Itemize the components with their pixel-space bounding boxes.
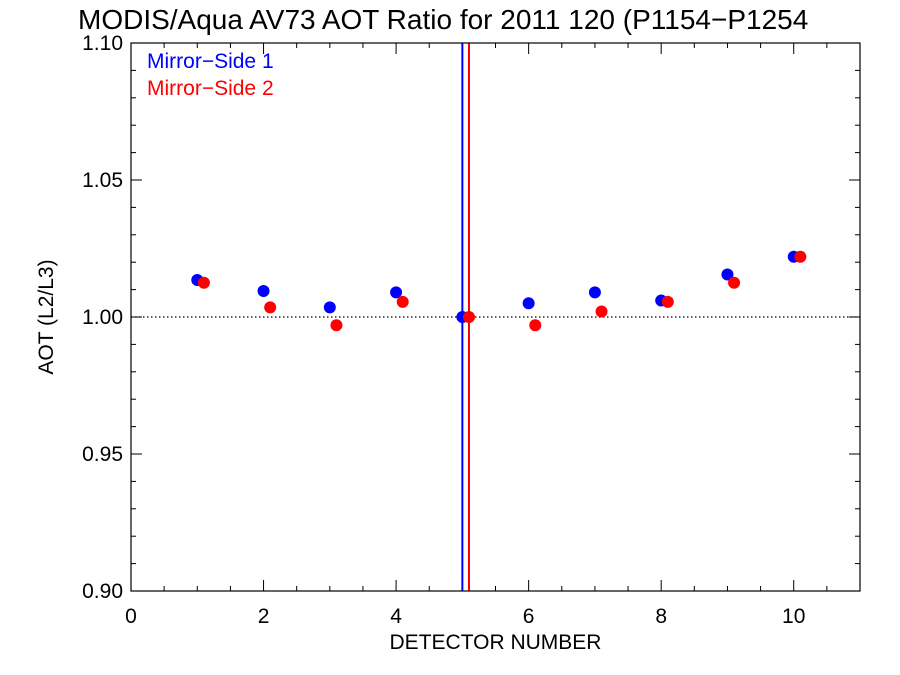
legend-entry: Mirror−Side 1: [147, 50, 274, 73]
data-points: [191, 250, 807, 332]
y-tick-label: 0.90: [82, 580, 123, 603]
data-point: [462, 311, 475, 323]
data-point: [661, 295, 674, 308]
data-point: [323, 301, 336, 314]
x-tick-label: 8: [655, 605, 667, 628]
reference-lines: [131, 43, 860, 591]
data-point: [728, 276, 741, 289]
tick-labels: 0 2 4 6 8 10 0.90 0.95 1.00 1.05 1.10: [82, 32, 805, 628]
legend-entry: Mirror−Side 2: [147, 77, 274, 100]
legend: Mirror−Side 1 Mirror−Side 2: [147, 50, 274, 100]
data-point: [529, 319, 542, 332]
data-point: [330, 319, 343, 332]
x-tick-label: 6: [523, 605, 535, 628]
x-tick-label: 0: [125, 605, 137, 628]
data-point: [396, 295, 409, 308]
data-point: [390, 286, 403, 299]
data-point: [794, 250, 807, 263]
data-point: [522, 297, 535, 310]
x-tick-label: 10: [782, 605, 805, 628]
chart-title: MODIS/Aqua AV73 AOT Ratio for 2011 120 (…: [78, 4, 808, 35]
data-point: [257, 284, 270, 297]
x-tick-label: 2: [258, 605, 270, 628]
y-tick-label: 1.05: [82, 169, 123, 192]
data-point: [595, 305, 608, 318]
x-tick-label: 4: [390, 605, 402, 628]
y-tick-label: 0.95: [82, 443, 123, 466]
data-point: [264, 301, 277, 314]
y-tick-label: 1.10: [82, 32, 123, 55]
y-axis-title: AOT (L2/L3): [35, 259, 58, 374]
plot-frame: [130, 42, 861, 592]
data-point: [197, 276, 210, 289]
data-point: [721, 268, 734, 281]
data-point: [588, 286, 601, 299]
y-tick-label: 1.00: [82, 306, 123, 329]
x-axis-title: DETECTOR NUMBER: [390, 631, 602, 654]
